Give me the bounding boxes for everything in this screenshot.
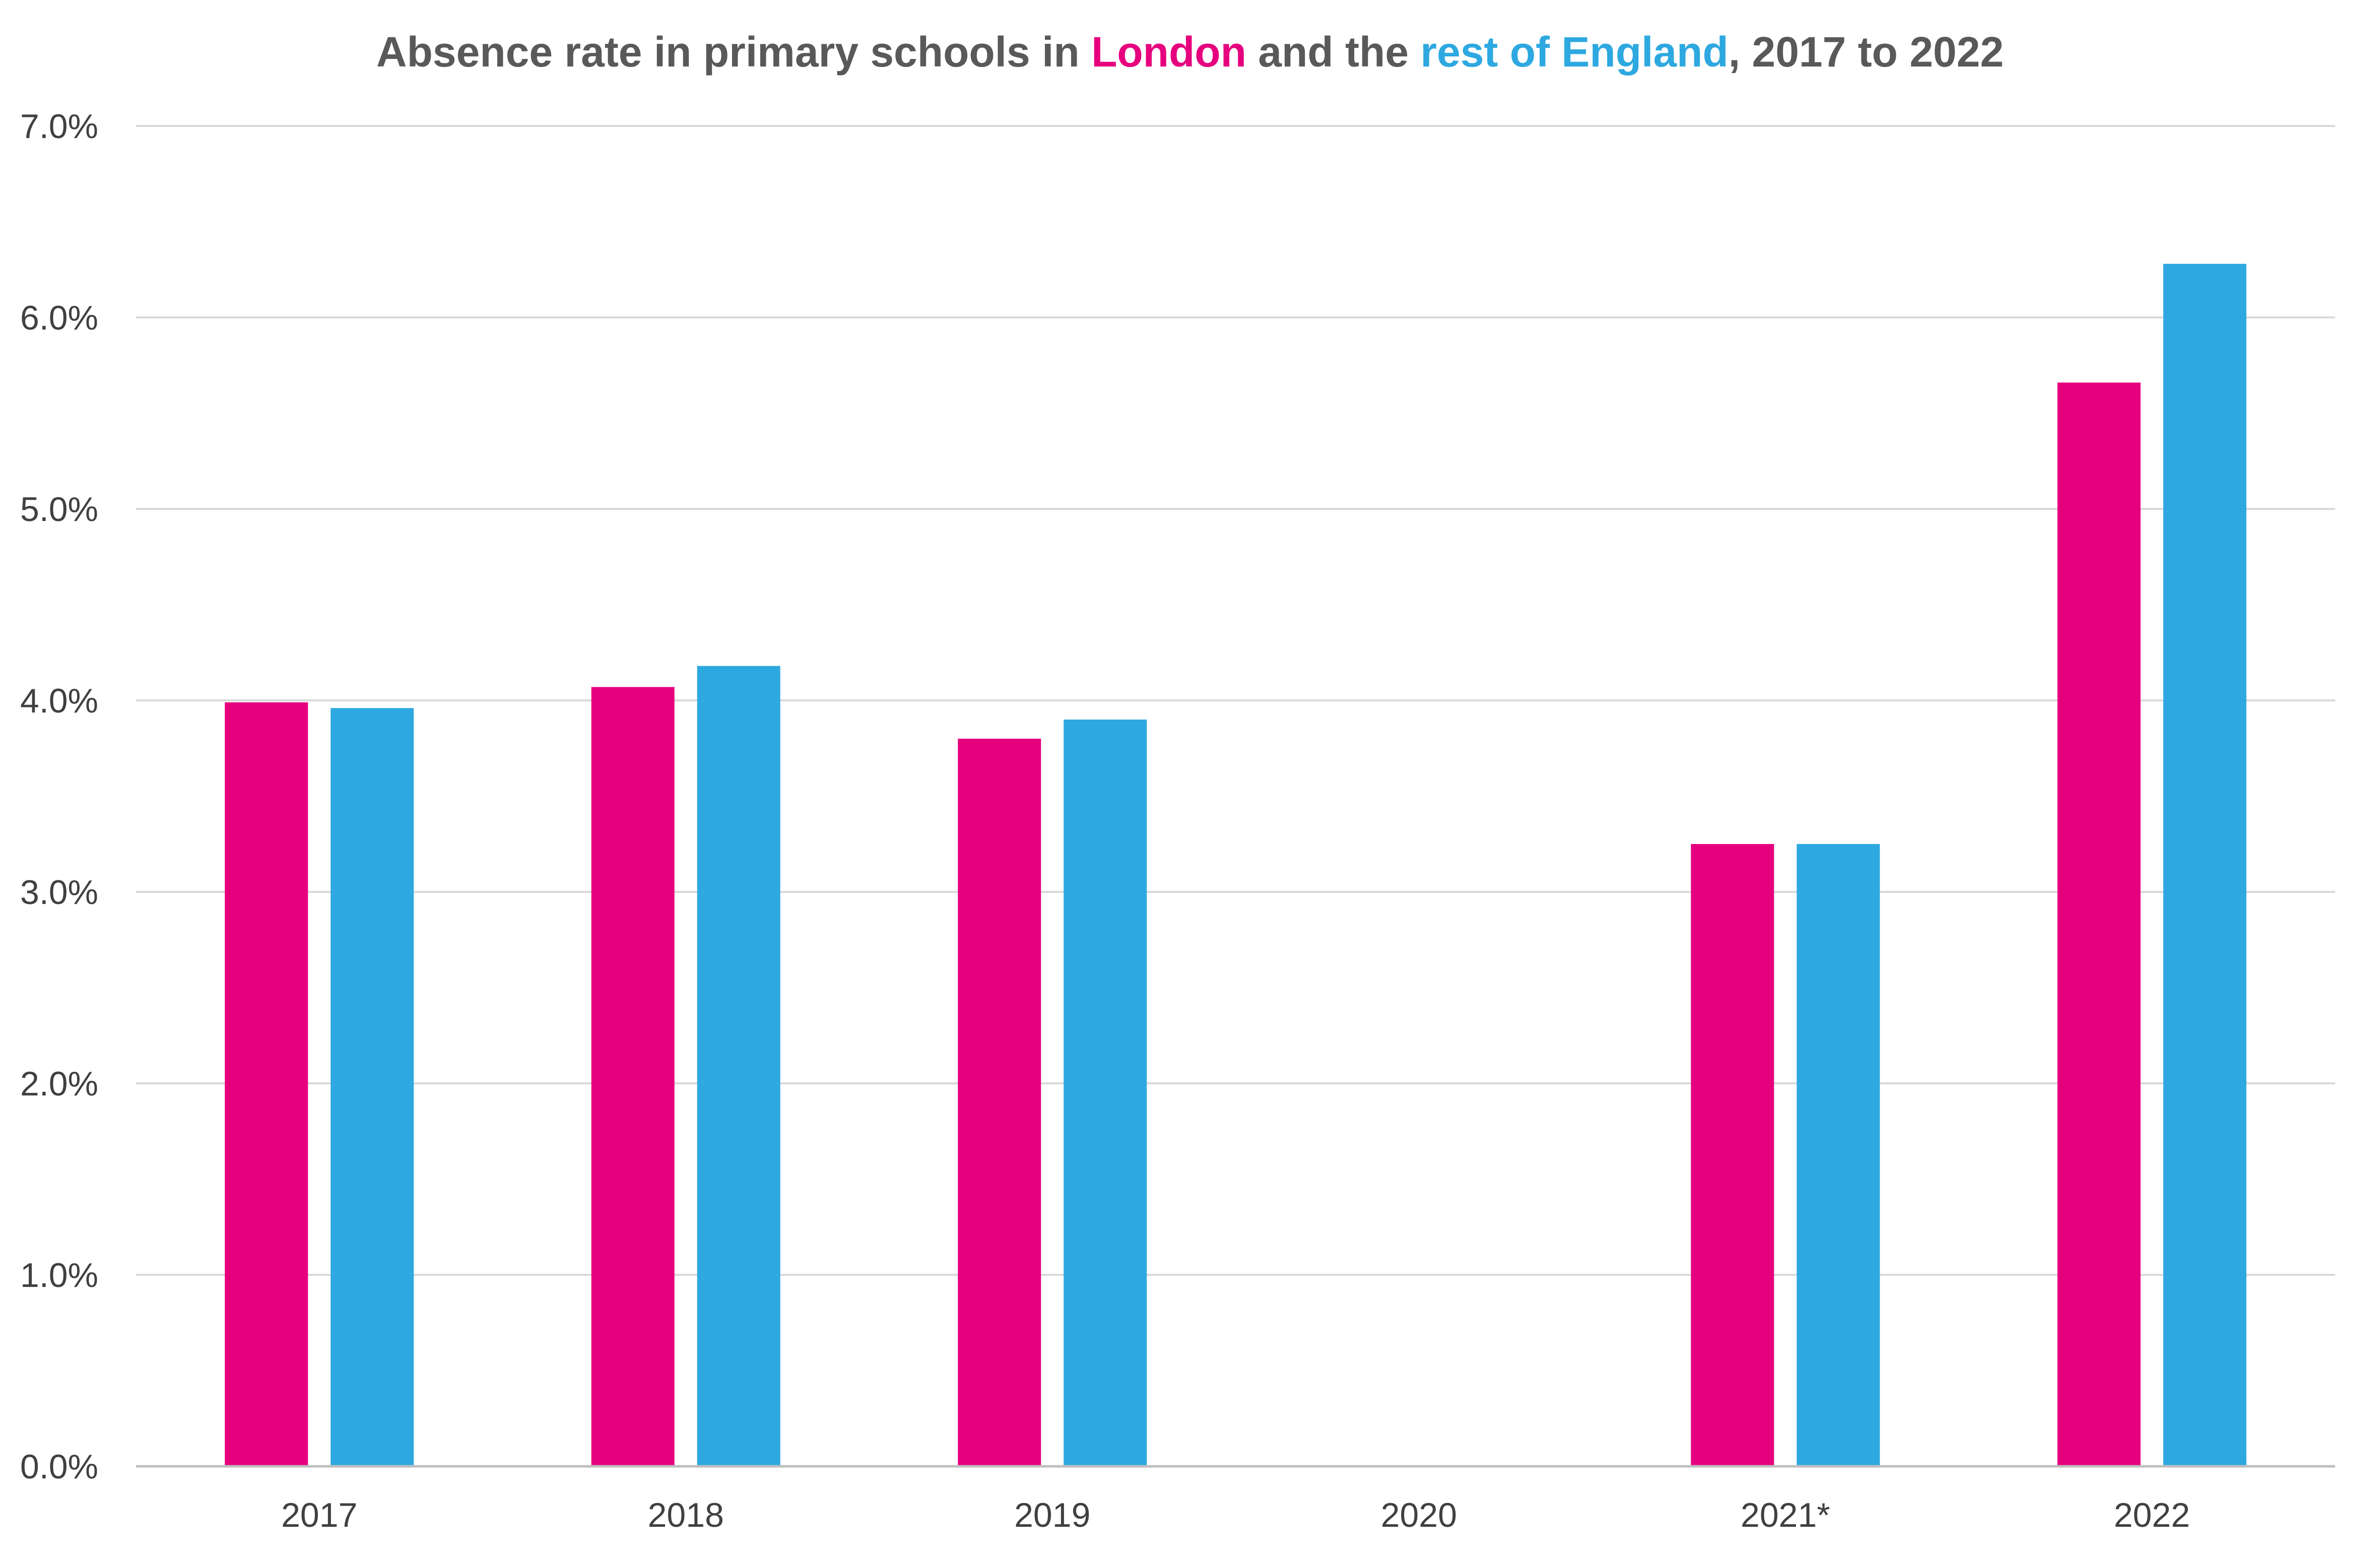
bar-london-2017 bbox=[225, 702, 308, 1466]
y-tick-label: 2.0% bbox=[20, 1065, 98, 1103]
bar-rest-of-england-2021 bbox=[1797, 844, 1880, 1466]
title-part-1: London bbox=[1091, 28, 1246, 76]
title-part-4: , 2017 to 2022 bbox=[1729, 28, 2004, 76]
bar-rest-of-england-2019 bbox=[1064, 720, 1147, 1466]
title-part-2: and the bbox=[1246, 28, 1420, 76]
chart-title: Absence rate in primary schools in Londo… bbox=[376, 28, 2004, 76]
y-tick-label: 5.0% bbox=[20, 490, 98, 529]
y-tick-label: 7.0% bbox=[20, 107, 98, 146]
y-tick-label: 4.0% bbox=[20, 682, 98, 720]
y-tick-label: 1.0% bbox=[20, 1256, 98, 1294]
title-part-0: Absence rate in primary schools in bbox=[376, 28, 1091, 76]
x-tick-label: 2020 bbox=[1381, 1496, 1457, 1534]
bar-rest-of-england-2017 bbox=[330, 708, 414, 1466]
x-tick-label: 2018 bbox=[648, 1496, 724, 1534]
x-tick-label: 2019 bbox=[1014, 1496, 1090, 1534]
bar-london-2021 bbox=[1691, 844, 1774, 1466]
gridlines bbox=[136, 125, 2335, 1276]
x-tick-label: 2021* bbox=[1741, 1496, 1830, 1534]
x-tick-label: 2017 bbox=[281, 1496, 357, 1534]
bar-rest-of-england-2022 bbox=[2163, 264, 2246, 1466]
bar-london-2019 bbox=[958, 739, 1041, 1466]
bar-london-2018 bbox=[591, 687, 675, 1466]
y-axis-ticks: 0.0% 1.0% 2.0% 3.0% 4.0% 5.0% 6.0% 7.0% bbox=[20, 107, 98, 1486]
y-tick-label: 3.0% bbox=[20, 873, 98, 912]
bars bbox=[225, 264, 2246, 1467]
bar-rest-of-england-2018 bbox=[697, 666, 780, 1466]
title-part-3: rest of England bbox=[1420, 28, 1728, 76]
x-tick-label: 2022 bbox=[2114, 1496, 2190, 1534]
bar-london-2022 bbox=[2057, 382, 2141, 1467]
y-tick-label: 0.0% bbox=[20, 1448, 98, 1486]
y-tick-label: 6.0% bbox=[20, 299, 98, 337]
x-axis-ticks: 2017 2018 2019 2020 2021* 2022 bbox=[281, 1496, 2190, 1534]
